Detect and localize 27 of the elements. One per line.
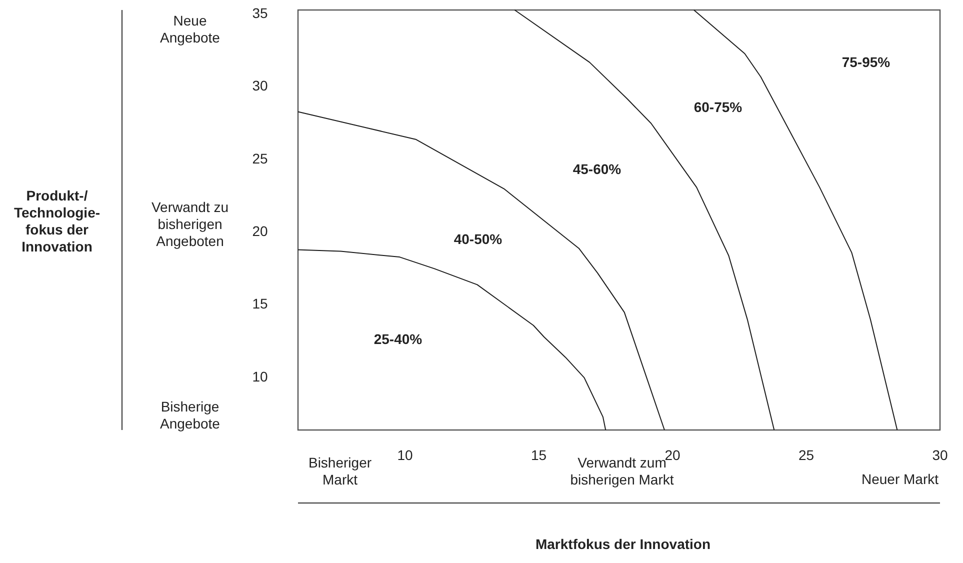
y-tick-label: 25 [252,150,268,166]
annotation: 60-75% [694,98,743,115]
text: Marktfokus der Innovation [535,536,711,552]
y-tick-label: 15 [252,296,268,312]
x-tick-label: 10 [397,447,413,463]
x-tick-label: 15 [530,447,547,463]
text: Bisherige Angebote [160,398,220,432]
y-tick-label: 30 [252,78,268,94]
x-tick-label: 30 [932,447,948,463]
text: Neuer Markt [861,470,939,487]
text: Bisheriger Markt [308,454,372,488]
line-series [298,111,665,430]
x-tick-label: 20 [664,447,680,463]
annotation: 40-50% [454,230,503,247]
x-tick-label: 25 [798,447,814,463]
y-tick-label: 20 [252,223,268,240]
text: Neue Angebote [160,12,220,46]
line-series [693,10,898,430]
annotation: 25-40% [374,330,423,347]
y-tick-label: 35 [252,5,268,22]
y-tick-label: 10 [252,368,268,384]
annotation: 75-95% [842,54,891,70]
text: Verwandt zu bisherigen Angeboten [151,198,229,249]
annotation: 45-60% [572,160,622,177]
text: Produkt-/ Technologie- fokus der Innovation [14,187,100,254]
line-series [514,10,775,430]
line-series [298,249,606,430]
